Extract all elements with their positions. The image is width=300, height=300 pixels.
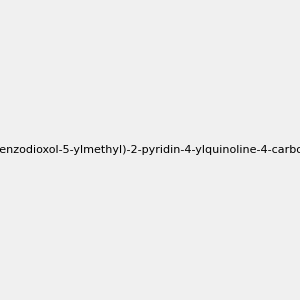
Text: N-(1,3-benzodioxol-5-ylmethyl)-2-pyridin-4-ylquinoline-4-carboxamide: N-(1,3-benzodioxol-5-ylmethyl)-2-pyridin… bbox=[0, 145, 300, 155]
